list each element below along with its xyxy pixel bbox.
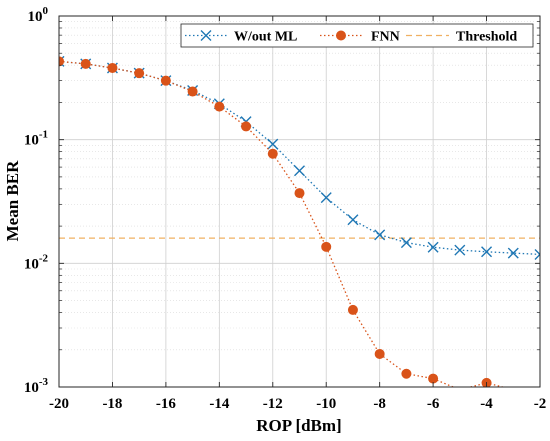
x-tick-label: -14 [209,396,229,412]
legend-label-fnn: FNN [371,30,400,45]
data-point-fnn [267,148,278,159]
x-tick-label: -8 [373,396,386,412]
y-axis-label: Mean BER [3,160,22,241]
data-point-wout-ml [507,247,519,259]
y-tick-labels: 100 10-1 10-2 10-3 [24,5,49,396]
data-point-wout-ml [534,248,540,260]
x-tick-label: -2 [534,396,547,412]
y-tick-label: 10-1 [24,129,48,149]
legend: W/out ML FNN Threshold [180,23,534,48]
x-tick-label: -6 [427,396,440,412]
data-point-fnn [59,56,64,67]
data-point-wout-ml [267,138,279,150]
data-point-wout-ml [400,237,412,249]
legend-label-wout-ml: W/out ML [234,30,297,45]
data-point-fnn [347,304,358,315]
legend-entry-fnn: FNN [320,30,400,45]
data-point-wout-ml [294,165,305,177]
data-point-fnn [160,75,171,86]
data-point-wout-ml [454,244,466,256]
data-point-fnn [428,373,439,384]
legend-entry-threshold: Threshold [406,30,517,45]
legend-circle-marker [336,30,346,41]
data-point-fnn [107,62,118,73]
data-point-wout-ml [374,229,386,241]
data-point-fnn [134,68,145,79]
x-axis-label: ROP [dBm] [256,416,341,435]
legend-label-threshold: Threshold [456,30,517,45]
x-tick-label: -4 [480,396,493,412]
y-tick-label: 10-3 [24,376,49,396]
data-point-wout-ml [427,241,439,253]
data-point-fnn [401,368,412,379]
legend-x-marker [200,30,212,41]
data-point-fnn [187,86,198,97]
plot-frame [58,15,541,388]
x-tick-label: -18 [102,396,122,412]
data-point-fnn [241,121,252,132]
data-point-fnn [374,348,385,359]
data-point-fnn [321,241,332,252]
ticks [58,15,541,388]
data-point-fnn [80,58,91,69]
data-point-wout-ml [481,246,493,258]
x-tick-labels: -20 -18 -16 -14 -12 -10 -8 -6 -4 -2 [49,396,546,412]
legend-entry-wout-ml: W/out ML [185,30,297,45]
x-tick-label: -10 [316,396,336,412]
data-point-wout-ml [320,192,332,204]
data-point-fnn [214,101,225,112]
series-layer [59,55,540,387]
data-point-wout-ml [347,214,359,226]
x-tick-label: -20 [49,396,69,412]
y-tick-label: 100 [28,5,49,25]
y-tick-label: 10-2 [24,252,49,272]
x-tick-label: -12 [263,396,283,412]
x-tick-label: -16 [156,396,176,412]
data-point-fnn [294,188,305,199]
